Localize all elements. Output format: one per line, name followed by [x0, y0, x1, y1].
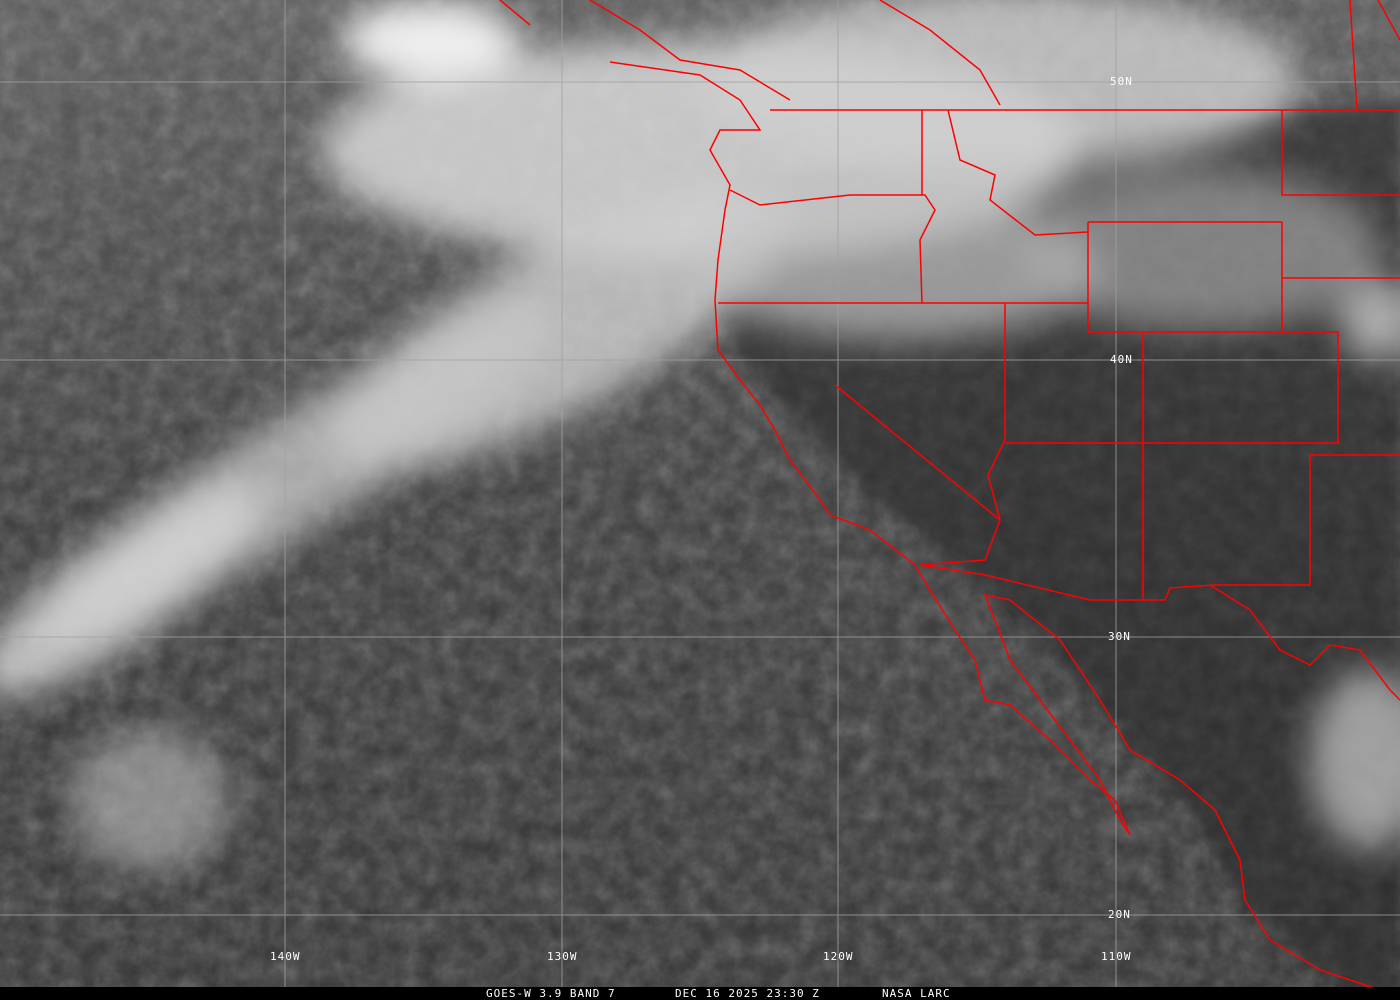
wa-or-border	[729, 189, 936, 304]
lat-label-20n: 20N	[1108, 908, 1131, 921]
lat-label-30n: 30N	[1108, 630, 1131, 643]
lon-label-130w: 130W	[547, 950, 578, 963]
ut-az-border	[1005, 221, 1340, 600]
political-borders	[499, 0, 1400, 991]
mexico-coast	[1209, 584, 1400, 701]
lat-label-50n: 50N	[1110, 75, 1133, 88]
pacific-coastline	[609, 61, 1381, 991]
us-mexico-border	[919, 454, 1400, 601]
lat-label-40n: 40N	[1110, 353, 1133, 366]
bc-coast	[499, 0, 1001, 106]
lon-label-110w: 110W	[1101, 950, 1132, 963]
source-label: NASA LARC	[882, 987, 951, 1000]
lon-label-120w: 120W	[823, 950, 854, 963]
montana-border	[1281, 0, 1400, 279]
cloud-cover	[0, 0, 1400, 870]
idaho-border	[921, 109, 1089, 236]
datetime-label: DEC 16 2025 23:30 Z	[675, 987, 820, 1000]
caption-bar: GOES-W 3.9 BAND 7 DEC 16 2025 23:30 Z NA…	[0, 987, 1400, 1000]
nv-border	[834, 303, 1006, 566]
satellite-band-label: GOES-W 3.9 BAND 7	[486, 987, 616, 1000]
lon-label-140w: 140W	[270, 950, 301, 963]
